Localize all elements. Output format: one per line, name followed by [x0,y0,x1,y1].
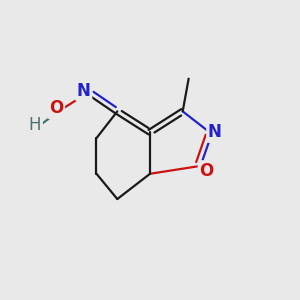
Text: O: O [199,162,214,180]
Text: N: N [208,123,222,141]
Text: O: O [199,162,214,180]
Text: N: N [208,123,222,141]
Text: N: N [77,82,91,100]
Text: H: H [29,116,41,134]
Text: O: O [49,99,64,117]
Text: O: O [49,99,64,117]
Text: H: H [29,116,41,134]
Text: N: N [77,82,91,100]
